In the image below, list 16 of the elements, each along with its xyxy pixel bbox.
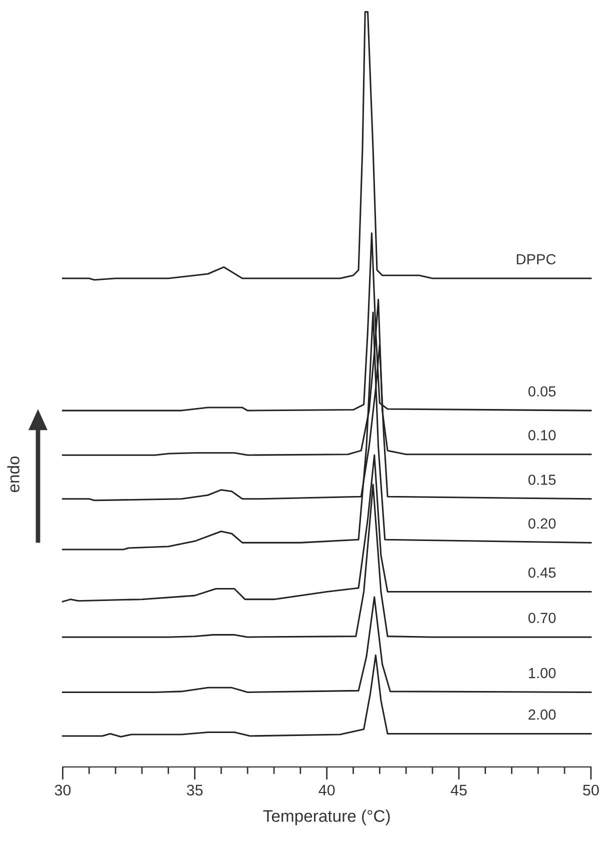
- x-axis-title: Temperature (°C): [263, 810, 390, 826]
- x-tick-label: 50: [583, 784, 599, 796]
- series-label: DPPC: [516, 254, 556, 264]
- x-tick-label: 45: [450, 784, 467, 796]
- x-tick-label: 40: [318, 784, 335, 796]
- series-label: 0.10: [528, 430, 556, 440]
- x-tick-label: 30: [54, 784, 71, 796]
- series-label: 0.05: [528, 386, 556, 397]
- series-label: 0.20: [528, 518, 556, 529]
- x-tick-label: 35: [186, 784, 203, 796]
- series-label: 0.15: [528, 474, 556, 485]
- y-axis-title: endo: [7, 456, 20, 492]
- series-label: 0.70: [528, 612, 556, 624]
- series-label: 1.00: [528, 668, 556, 678]
- series-label: 2.00: [528, 709, 556, 720]
- series-label: 0.45: [528, 567, 556, 578]
